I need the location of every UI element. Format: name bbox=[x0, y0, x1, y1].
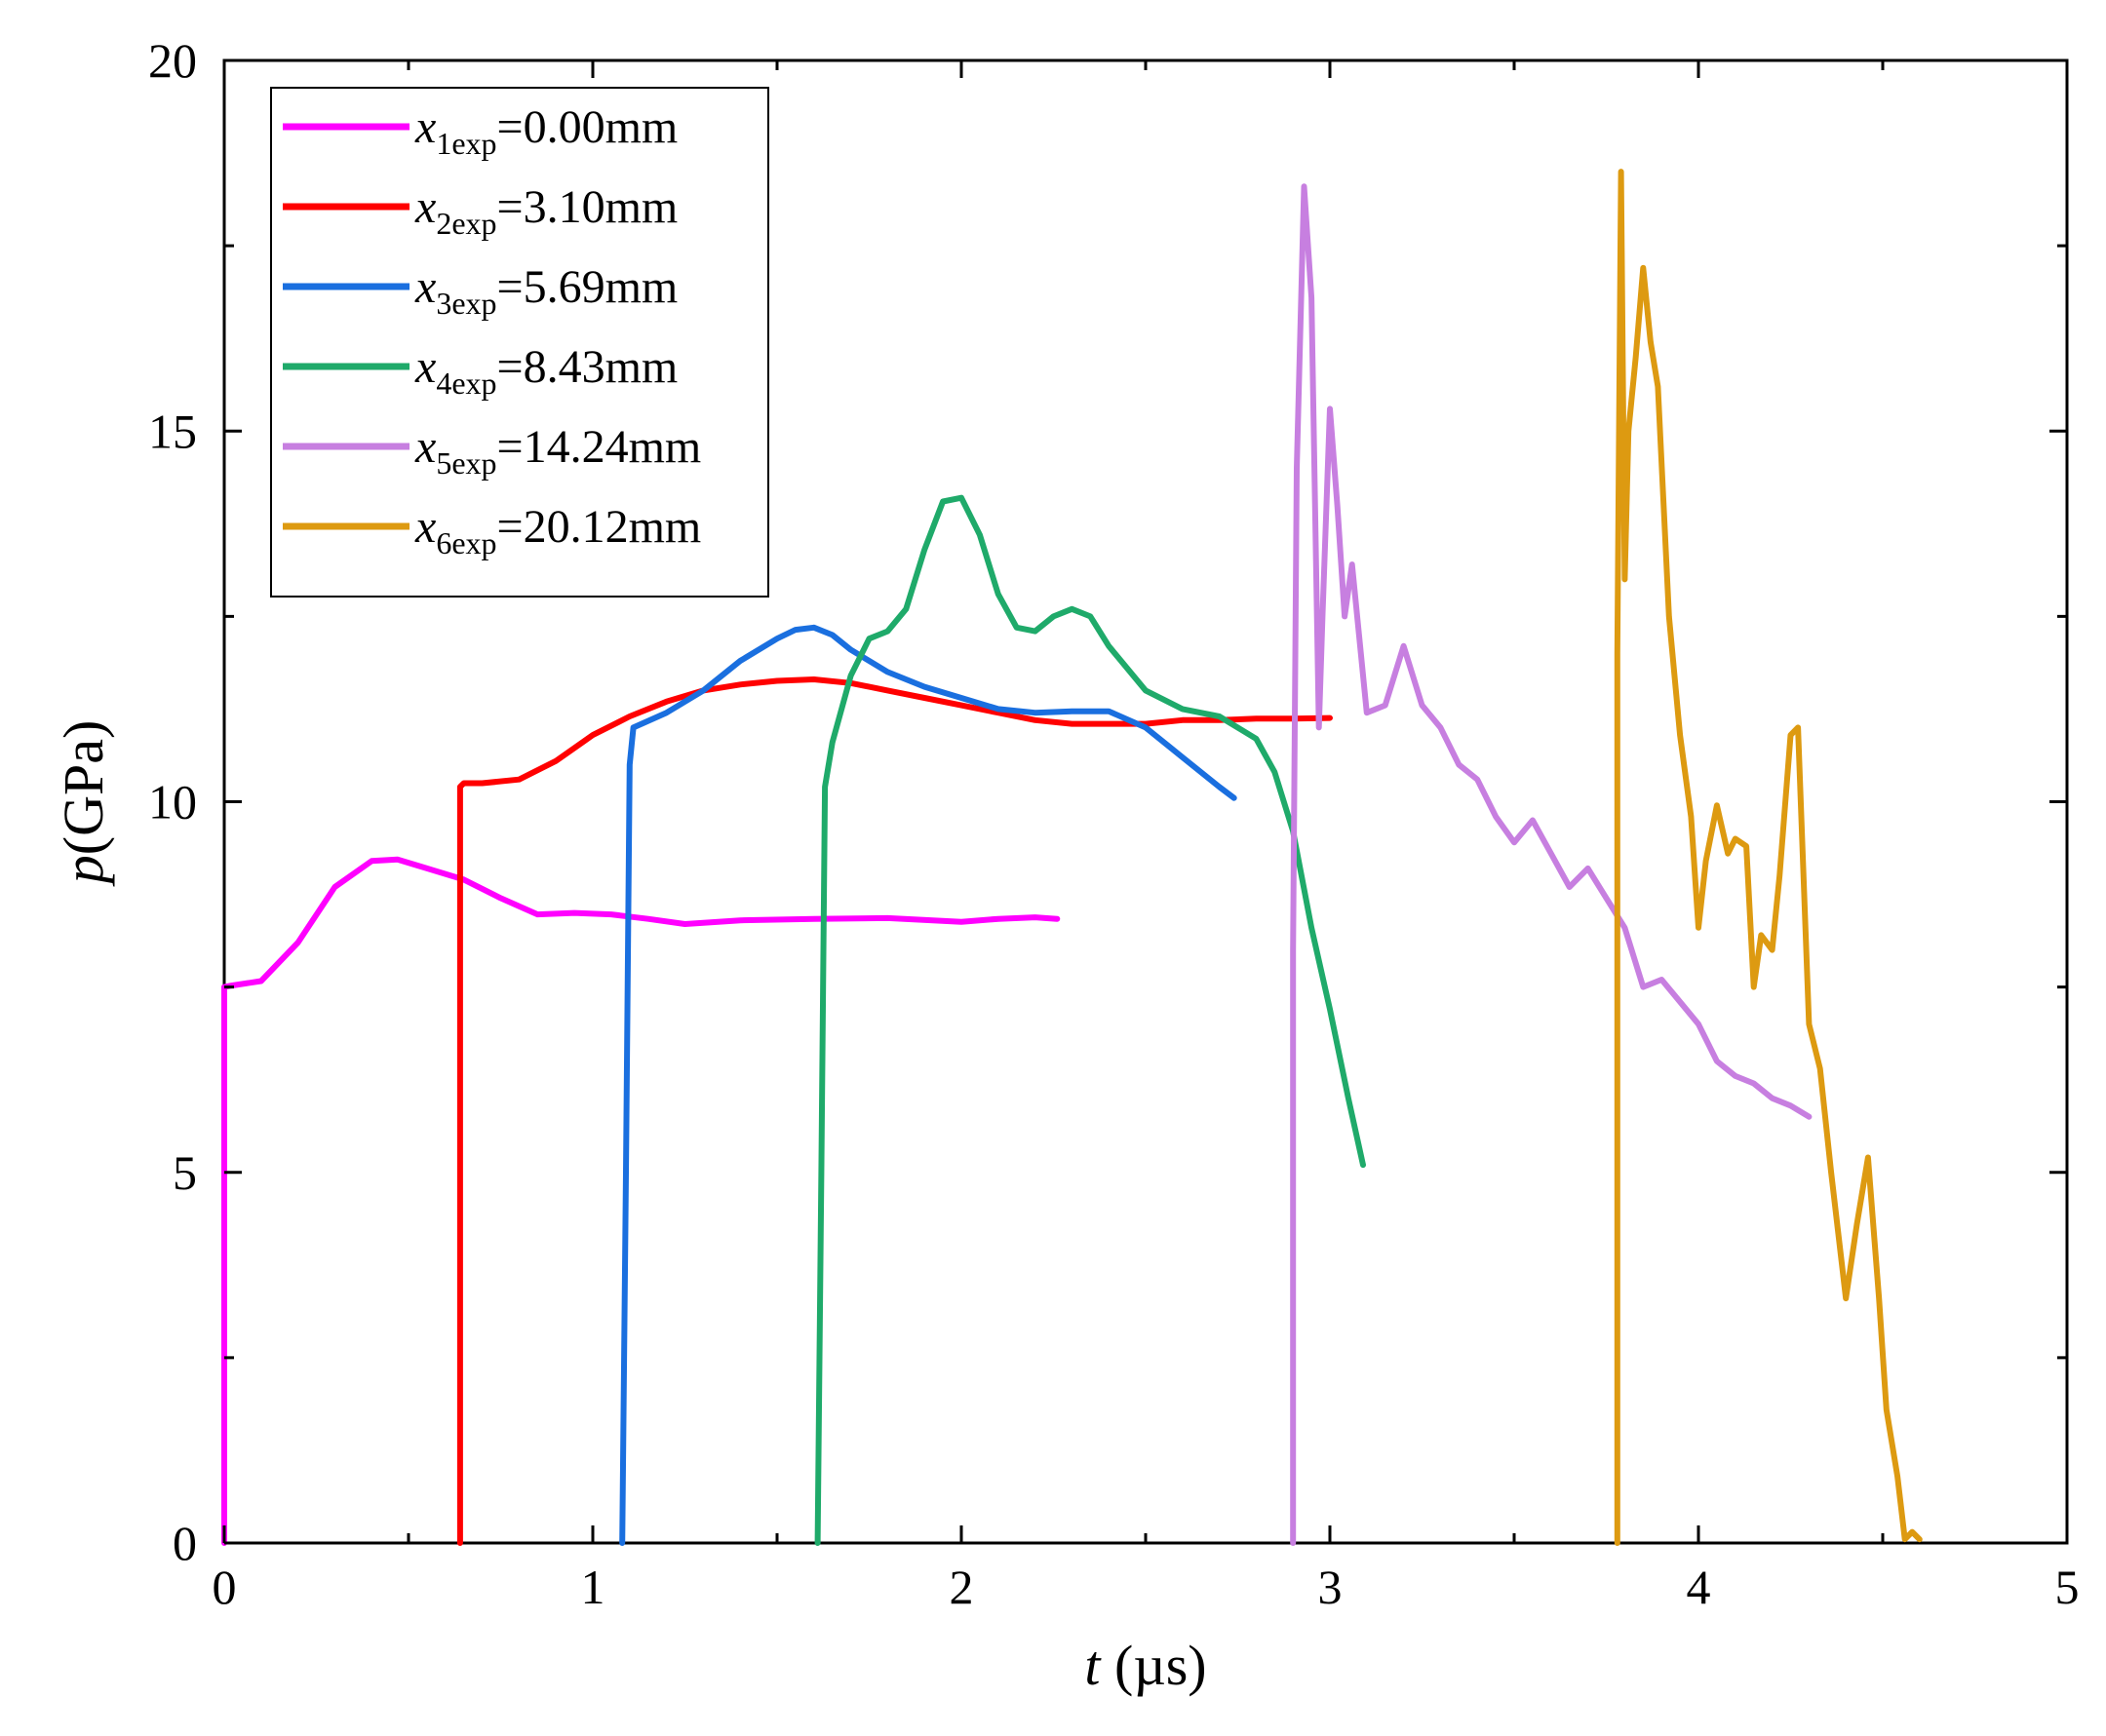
x-axis-title: t (µs) bbox=[1084, 1634, 1206, 1697]
x-tick-label: 1 bbox=[581, 1560, 605, 1614]
series-lines-layer bbox=[221, 169, 1923, 1546]
series-line-5 bbox=[1290, 183, 1813, 1546]
legend-label-6: x6exp=20.12mm bbox=[414, 501, 701, 560]
legend-label-5: x5exp=14.24mm bbox=[414, 421, 701, 481]
x-tick-label: 3 bbox=[1318, 1560, 1343, 1614]
legend-label-1: x1exp=0.00mm bbox=[414, 101, 678, 161]
ticks-layer: 0 1 2 3 4 5 0 5 10 15 20 bbox=[148, 33, 2080, 1614]
x-tick-label: 0 bbox=[213, 1560, 237, 1614]
y-tick-label: 5 bbox=[173, 1145, 197, 1200]
series-line-1 bbox=[221, 856, 1061, 1546]
x-tick-label: 5 bbox=[2055, 1560, 2080, 1614]
x-tick-label: 2 bbox=[950, 1560, 974, 1614]
legend-box bbox=[270, 87, 769, 598]
y-axis-title: p(GPa) bbox=[52, 720, 115, 888]
y-tick-label: 10 bbox=[148, 775, 197, 829]
legend-label-4: x4exp=8.43mm bbox=[414, 341, 678, 401]
y-tick-label: 20 bbox=[148, 33, 197, 88]
y-tick-label: 0 bbox=[173, 1516, 197, 1570]
series-line-2 bbox=[456, 676, 1333, 1546]
x-tick-label: 4 bbox=[1687, 1560, 1711, 1614]
legend-label-3: x3exp=5.69mm bbox=[414, 261, 678, 321]
legend-label-2: x2exp=3.10mm bbox=[414, 181, 678, 241]
series-line-4 bbox=[814, 494, 1366, 1546]
y-tick-label: 15 bbox=[148, 404, 197, 458]
series-line-3 bbox=[619, 624, 1237, 1546]
legend: x1exp=0.00mm x2exp=3.10mm x3exp=5.69mm x4ex… bbox=[270, 87, 769, 598]
axis-titles-layer: t (µs) p(GPa) bbox=[52, 720, 1207, 1697]
series-line-6 bbox=[1614, 169, 1923, 1546]
